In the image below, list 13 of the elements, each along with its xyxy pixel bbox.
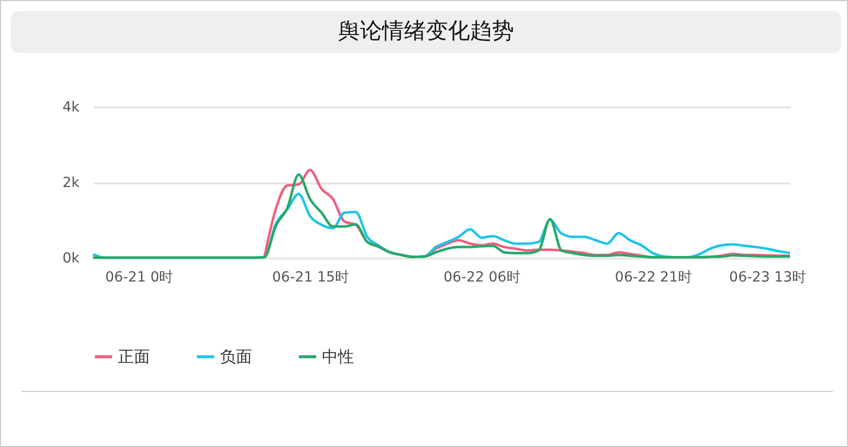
- x-tick-label: 06-21 0时: [105, 270, 174, 286]
- y-tick-label: 2k: [62, 175, 80, 191]
- legend-label: 正面: [118, 346, 150, 366]
- x-tick-label: 06-23 13时: [729, 270, 806, 286]
- y-tick-label: 4k: [62, 100, 80, 116]
- chart-title: 舆论情绪变化趋势: [11, 11, 841, 53]
- x-tick-label: 06-22 06时: [444, 270, 520, 286]
- legend-label: 负面: [220, 346, 252, 366]
- x-tick-label: 06-21 15时: [272, 270, 350, 286]
- y-tick-label: 0k: [62, 250, 80, 266]
- legend-label: 中性: [322, 346, 354, 366]
- x-tick-label: 06-22 21时: [614, 270, 692, 286]
- line-series: [92, 173, 792, 259]
